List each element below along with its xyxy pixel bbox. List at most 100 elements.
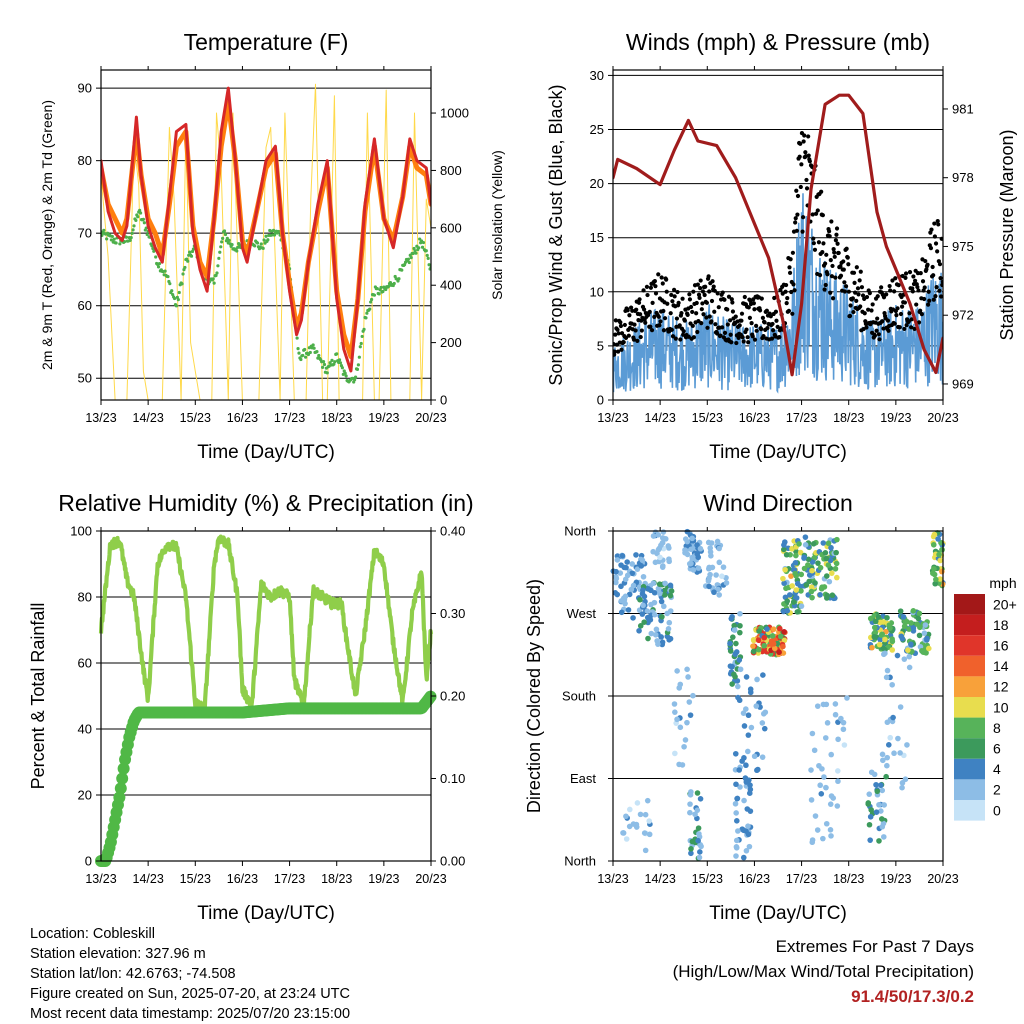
gust-point xyxy=(877,337,882,342)
wind-direction-point xyxy=(761,634,768,641)
wind-direction-point xyxy=(910,608,917,614)
wind-direction-point xyxy=(652,631,659,638)
wind-direction-point xyxy=(776,625,783,632)
x-tick-label: 15/23 xyxy=(692,872,723,886)
wind-direction-point xyxy=(770,641,777,647)
precip-point xyxy=(114,782,127,795)
wind-direction-point xyxy=(897,704,904,710)
gust-point xyxy=(938,276,943,281)
gust-point xyxy=(791,282,796,287)
wind-direction-point xyxy=(687,809,693,816)
wind-direction-point xyxy=(817,564,824,571)
gust-point xyxy=(681,332,686,337)
gust-point xyxy=(858,304,863,309)
wind-direction-point xyxy=(731,627,738,633)
precip-point xyxy=(113,791,126,804)
gust-point xyxy=(932,221,937,226)
gust-point xyxy=(937,262,943,267)
wind-direction-point xyxy=(820,540,827,546)
wind-direction-point xyxy=(878,816,885,822)
gust-point xyxy=(821,241,826,246)
gust-point xyxy=(931,273,936,278)
y2-tick-label: 969 xyxy=(952,376,974,391)
wind-direction-point xyxy=(655,531,662,538)
gust-point xyxy=(937,288,942,293)
dewpoint-point xyxy=(356,363,360,367)
gust-point xyxy=(669,292,674,298)
gust-point xyxy=(636,300,642,305)
gust-point xyxy=(659,275,664,280)
x-tick-label: 19/23 xyxy=(880,411,911,425)
wind-direction-point xyxy=(754,676,760,683)
wind-direction-point xyxy=(761,725,768,732)
gust-point xyxy=(899,304,905,309)
wind-direction-point xyxy=(876,838,882,844)
dewpoint-point xyxy=(183,265,187,270)
wind-direction-point xyxy=(733,837,740,844)
wind-direction-point xyxy=(674,716,680,723)
y-tick-label: 70 xyxy=(78,226,92,241)
gust-point xyxy=(718,333,723,338)
wind-direction-point xyxy=(706,575,712,581)
wind-direction-point xyxy=(692,811,698,818)
gust-point xyxy=(734,340,739,346)
x-tick-label: 13/23 xyxy=(597,411,628,425)
gust-point xyxy=(673,336,678,341)
wind-direction-point xyxy=(937,576,943,582)
wind-direction-point xyxy=(829,570,835,576)
wind-direction-point xyxy=(809,567,815,574)
gust-point xyxy=(679,311,684,316)
wind-direction-point xyxy=(666,619,673,626)
gust-point xyxy=(887,283,892,289)
gust-point xyxy=(854,298,859,303)
wind-direction-point xyxy=(727,648,734,654)
dewpoint-point xyxy=(420,245,425,249)
wind-direction-point xyxy=(713,572,719,578)
gust-point xyxy=(682,318,687,323)
gust-point xyxy=(857,278,862,283)
gust-point xyxy=(833,238,838,243)
dewpoint-point xyxy=(181,272,185,276)
dewpoint-point xyxy=(189,254,194,258)
gust-point xyxy=(664,277,669,282)
gust-point xyxy=(783,289,788,294)
gust-point xyxy=(806,134,811,139)
wind-direction-point xyxy=(832,701,839,707)
gust-point xyxy=(722,297,727,302)
gust-point xyxy=(885,318,891,323)
gust-point xyxy=(798,184,803,190)
y-tick-label: 100 xyxy=(70,524,92,539)
x-tick-label: 13/23 xyxy=(85,411,116,425)
wind-direction-point xyxy=(748,724,755,731)
wind-direction-point xyxy=(658,634,664,640)
wind-direction-point xyxy=(716,592,723,598)
wind-direction-point xyxy=(899,784,905,791)
wind-direction-point xyxy=(936,551,942,558)
dewpoint-point xyxy=(216,264,220,268)
gust-point xyxy=(915,284,920,290)
dewpoint-point xyxy=(215,271,219,275)
dewpoint-point xyxy=(386,284,391,288)
gust-point xyxy=(864,325,869,330)
gust-point xyxy=(909,317,914,322)
wind-direction-point xyxy=(731,622,738,629)
wind-direction-point xyxy=(809,839,816,846)
wind-direction-point xyxy=(734,818,740,824)
gust-point xyxy=(794,228,799,233)
gust-point xyxy=(770,328,776,333)
wind-direction-point xyxy=(647,617,654,623)
gust-point xyxy=(853,290,858,295)
wind-direction-point xyxy=(914,621,920,627)
wind-direction-point xyxy=(835,778,841,785)
dewpoint-point xyxy=(262,238,266,242)
dewpoint-point xyxy=(317,353,321,358)
wind-direction-point xyxy=(644,797,651,804)
wind-direction-point xyxy=(750,648,757,655)
wind-direction-point xyxy=(889,638,896,645)
y-axis-label: 2m & 9m T (Red, Orange) & 2m Td (Green) xyxy=(39,100,55,370)
series-2m-temperature xyxy=(101,86,431,373)
gust-point xyxy=(788,257,793,262)
legend-swatch xyxy=(954,779,985,800)
wind-direction-point xyxy=(876,641,883,648)
